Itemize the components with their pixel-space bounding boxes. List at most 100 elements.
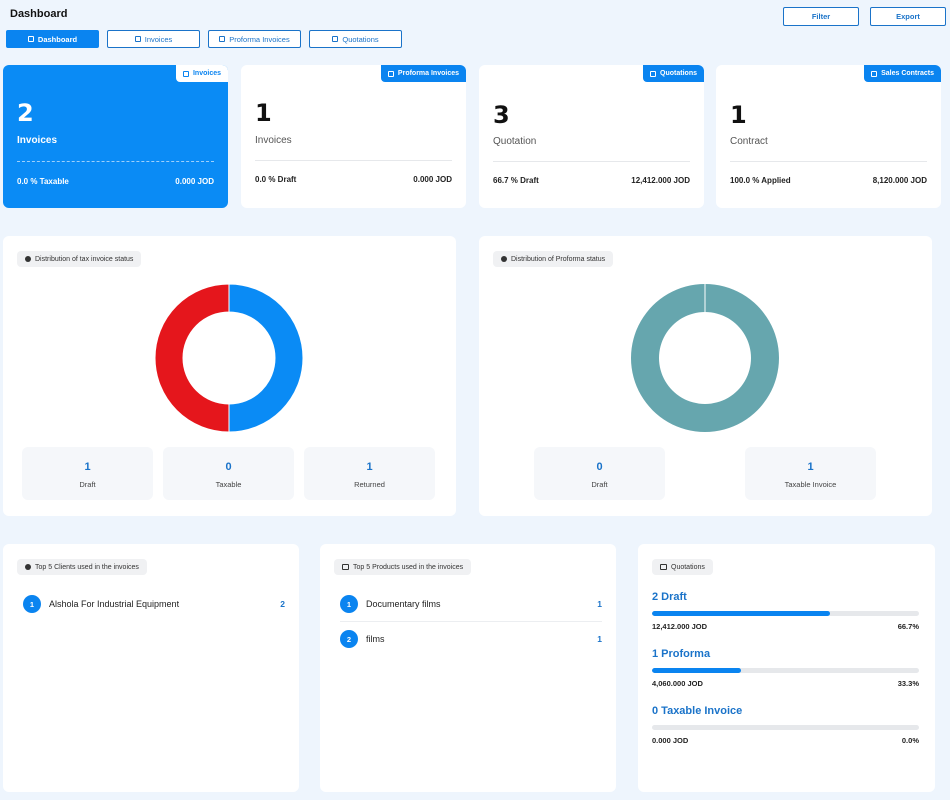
card-badge: Proforma Invoices — [380, 65, 466, 82]
card-badge: Sales Contracts — [864, 65, 941, 82]
progress-fill — [652, 611, 831, 616]
card-footer-right: 0.000 JOD — [175, 177, 214, 186]
card-badge-label: Quotations — [660, 70, 697, 77]
donut-slice-taxable-invoice[interactable] — [630, 284, 779, 432]
pie-chart-icon — [501, 256, 507, 262]
quotation-draft-title: 2 Draft — [652, 591, 687, 603]
row-divider — [340, 621, 602, 622]
invoice-icon — [182, 70, 189, 77]
card-footer-right: 0.000 JOD — [413, 175, 452, 184]
tax-status-donut-chart — [154, 283, 304, 433]
top-clients-panel: Top 5 Clients used in the invoices 1 Als… — [3, 544, 299, 792]
card-divider — [255, 160, 452, 161]
tab-invoices[interactable]: Invoices — [107, 30, 200, 48]
quotations-title-text: Quotations — [671, 563, 705, 571]
card-footer-right: 8,120.000 JOD — [872, 176, 927, 185]
card-badge-label: Sales Contracts — [881, 70, 934, 77]
proforma-status-title-text: Distribution of Proforma status — [511, 255, 606, 263]
progress-fill — [652, 668, 741, 673]
metric-label: Taxable Invoice — [784, 480, 837, 489]
metric-returned: 1 Returned — [304, 447, 435, 500]
quotations-card[interactable]: Quotations 3 Quotation 66.7 % Draft 12,4… — [479, 65, 704, 208]
invoices-card[interactable]: Invoices 2 Invoices 0.0 % Taxable 0.000 … — [3, 65, 228, 208]
product-count: 1 — [597, 599, 602, 609]
product-count: 1 — [597, 634, 602, 644]
card-label: Contract — [730, 136, 768, 147]
metric-label: Draft — [591, 480, 608, 489]
quotation-proforma-title: 1 Proforma — [652, 648, 711, 660]
contract-icon — [871, 70, 878, 77]
metric-value: 1 — [84, 461, 91, 473]
card-divider — [730, 161, 927, 162]
card-label: Quotation — [493, 136, 537, 147]
card-footer-left: 100.0 % Applied — [730, 176, 791, 185]
proforma-invoices-card[interactable]: Proforma Invoices 1 Invoices 0.0 % Draft… — [241, 65, 466, 208]
page-title: Dashboard — [10, 8, 68, 20]
tab-dashboard-label: Dashboard — [37, 34, 78, 44]
proforma-status-panel: Distribution of Proforma status 0 Draft … — [479, 236, 932, 516]
quotation-draft-amount: 12,412.000 JOD — [652, 622, 708, 631]
tax-status-title: Distribution of tax invoice status — [17, 251, 142, 267]
quotation-taxable-amount: 0.000 JOD — [652, 736, 689, 745]
quotation-draft-progress — [652, 611, 919, 616]
metric-label: Returned — [354, 480, 385, 489]
metric-value: 1 — [366, 461, 373, 473]
quotation-proforma-progress — [652, 668, 919, 673]
card-badge-label: Proforma Invoices — [397, 70, 459, 77]
top-products-panel: Top 5 Products used in the invoices 1 Do… — [320, 544, 616, 792]
proforma-icon — [219, 36, 226, 42]
tab-quotations[interactable]: Quotations — [309, 30, 402, 48]
proforma-status-title: Distribution of Proforma status — [493, 251, 614, 267]
tab-dashboard[interactable]: Dashboard — [6, 30, 99, 48]
list-item[interactable]: 1 Alshola For Industrial Equipment 2 — [23, 595, 285, 613]
top-clients-title-text: Top 5 Clients used in the invoices — [35, 563, 139, 571]
card-footer-left: 0.0 % Taxable — [17, 177, 69, 186]
rank-badge: 1 — [340, 595, 358, 613]
filter-button[interactable]: Filter — [783, 7, 859, 26]
pie-chart-icon — [25, 256, 31, 262]
tab-proforma-invoices[interactable]: Proforma Invoices — [208, 30, 301, 48]
client-count: 2 — [280, 599, 285, 609]
card-badge: Invoices — [175, 65, 228, 82]
product-name: Documentary films — [366, 599, 441, 609]
metric-draft: 0 Draft — [534, 447, 665, 500]
product-name: films — [366, 634, 385, 644]
metric-label: Draft — [79, 480, 96, 489]
rank-badge: 1 — [23, 595, 41, 613]
card-value: 3 — [493, 101, 510, 129]
dashboard-icon — [27, 36, 34, 42]
list-item[interactable]: 1 Documentary films 1 — [340, 595, 602, 613]
tab-proforma-label: Proforma Invoices — [229, 34, 290, 44]
metric-value: 0 — [596, 461, 603, 473]
top-products-title-text: Top 5 Products used in the invoices — [353, 563, 464, 571]
list-item[interactable]: 2 films 1 — [340, 630, 602, 648]
metric-label: Taxable — [215, 480, 242, 489]
sales-contracts-card[interactable]: Sales Contracts 1 Contract 100.0 % Appli… — [716, 65, 941, 208]
quotation-icon — [650, 70, 657, 77]
card-value: 1 — [730, 101, 747, 129]
card-divider — [493, 161, 690, 162]
metric-value: 1 — [807, 461, 814, 473]
metric-value: 0 — [225, 461, 232, 473]
metric-taxable-invoice: 1 Taxable Invoice — [745, 447, 876, 500]
quotation-taxable-title: 0 Taxable Invoice — [652, 705, 743, 717]
quotation-proforma-percent: 33.3% — [897, 679, 919, 688]
tax-status-title-text: Distribution of tax invoice status — [35, 255, 134, 263]
donut-slice-returned[interactable] — [154, 283, 230, 433]
quotations-title: Quotations — [652, 559, 713, 575]
invoice-icon — [134, 36, 141, 42]
card-value: 1 — [255, 99, 272, 127]
quotation-proforma-amount: 4,060.000 JOD — [652, 679, 703, 688]
card-footer-left: 0.0 % Draft — [255, 175, 297, 184]
tab-quotations-label: Quotations — [342, 34, 379, 44]
donut-slice-draft[interactable] — [228, 283, 304, 433]
table-icon — [342, 564, 349, 570]
export-button[interactable]: Export — [870, 7, 946, 26]
proforma-status-donut-chart — [630, 284, 779, 432]
quotation-icon — [660, 564, 667, 570]
quotations-panel: Quotations 2 Draft 12,412.000 JOD 66.7% … — [638, 544, 935, 792]
card-badge: Quotations — [643, 65, 704, 82]
tax-invoice-status-panel: Distribution of tax invoice status 1 Dra… — [3, 236, 456, 516]
card-footer-right: 12,412.000 JOD — [631, 176, 690, 185]
metric-taxable: 0 Taxable — [163, 447, 294, 500]
